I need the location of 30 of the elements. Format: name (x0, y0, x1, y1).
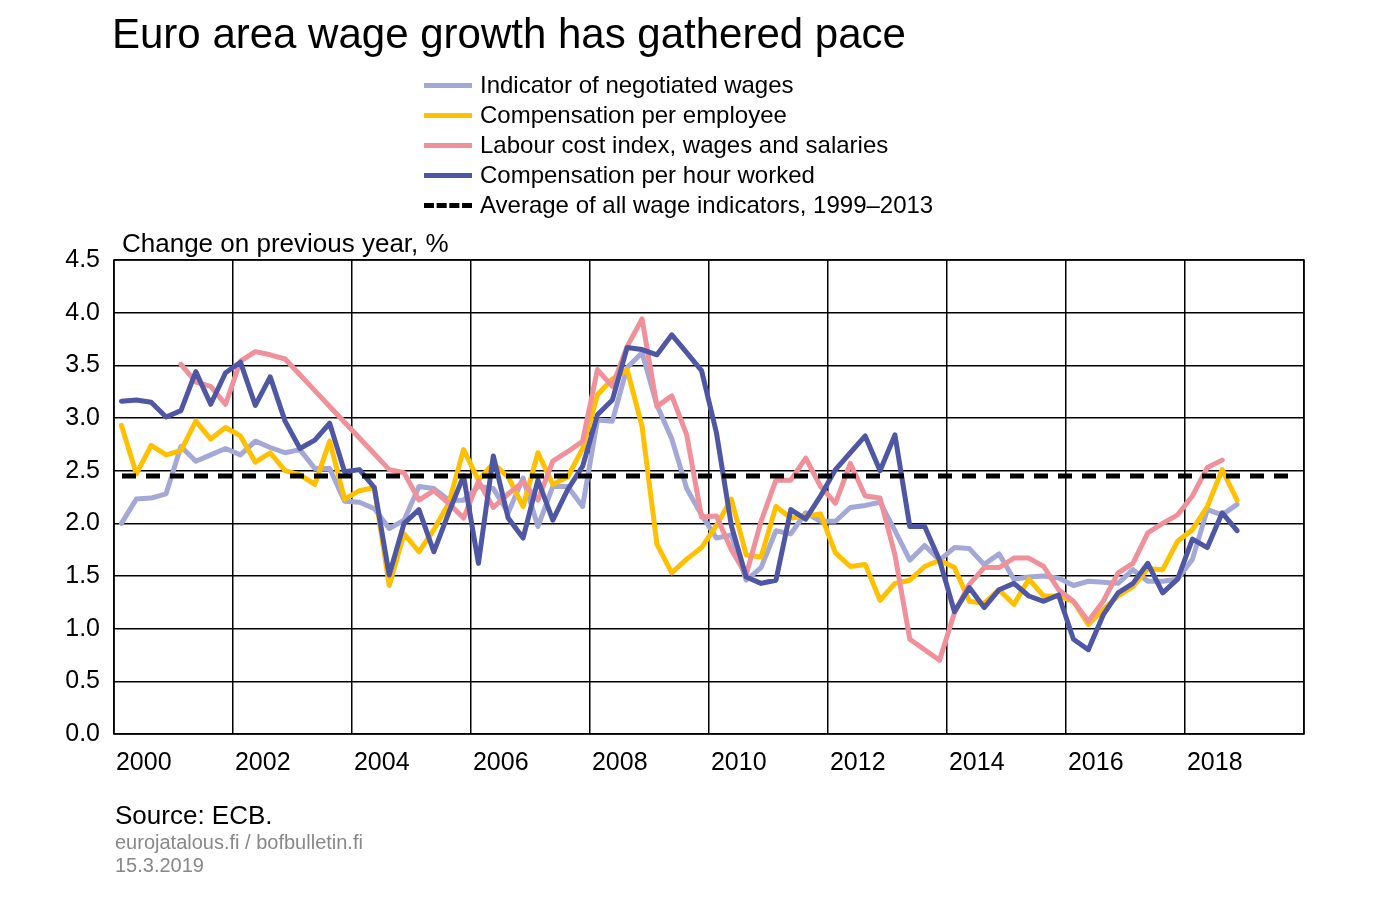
y-tick-label: 3.5 (65, 349, 100, 378)
y-tick-label: 2.0 (65, 507, 100, 536)
y-axis-title: Change on previous year, % (122, 228, 449, 259)
x-tick-label: 2008 (591, 746, 648, 775)
y-tick-label: 0.0 (65, 717, 100, 746)
y-tick-label: 1.0 (65, 612, 100, 641)
text: 15.3.2019 (115, 854, 205, 877)
x-tick-label: 2006 (472, 746, 529, 775)
y-tick-label: 3.0 (65, 401, 100, 430)
y-tick-label: 2.5 (65, 454, 100, 483)
x-tick-label: 2004 (353, 746, 410, 775)
x-tick-label: 2014 (948, 746, 1005, 775)
chart-title: Euro area wage growth has gathered pace (112, 10, 906, 58)
legend-label: Indicator of negotiated wages (480, 70, 794, 100)
legend-label: Labour cost index, wages and salaries (480, 130, 889, 160)
y-tick-label: 0.5 (65, 665, 100, 694)
legend-label: Compensation per employee (480, 100, 787, 130)
x-tick-label: 2018 (1186, 746, 1243, 775)
y-tick-label: 4.5 (65, 243, 100, 272)
x-tick-label: 2012 (829, 746, 886, 775)
y-tick-label: 4.0 (65, 296, 100, 325)
x-tick-label: 2010 (710, 746, 767, 775)
source-note: Source: ECB. (115, 800, 274, 831)
text: eurojatalous.fi / bofbulletin.fi (115, 831, 363, 854)
x-tick-label: 2016 (1067, 746, 1124, 775)
y-tick-label: 1.5 (65, 559, 100, 588)
x-tick-label: 2000 (115, 746, 172, 775)
legend-label: Compensation per hour worked (480, 160, 815, 190)
x-tick-label: 2002 (234, 746, 291, 775)
legend-label: Average of all wage indicators, 1999–2013 (480, 190, 934, 220)
